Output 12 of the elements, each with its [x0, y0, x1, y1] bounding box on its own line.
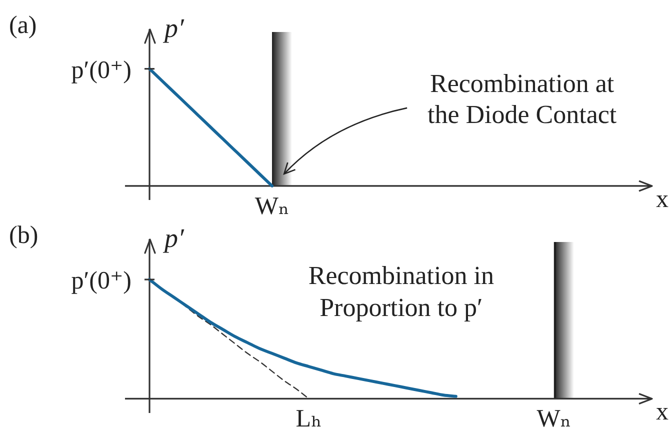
x-axis-title: x: [656, 398, 669, 426]
text: Wₙ: [254, 192, 290, 220]
annotation: Recombination at the Diode Contact: [427, 68, 618, 129]
annotation: p′(0⁺): [71, 268, 132, 295]
annotation: p′(0⁺): [71, 56, 132, 84]
y-axis-title: p′: [162, 13, 186, 43]
x-tick-label: Lₕ: [296, 406, 322, 432]
chart-title: (b): [9, 222, 38, 249]
y-axis-title: p′: [162, 223, 186, 253]
annotation: Recombination in Proportion to p′: [308, 261, 494, 322]
x-axis-title: x: [656, 186, 669, 213]
chart-title: (a): [9, 12, 37, 39]
